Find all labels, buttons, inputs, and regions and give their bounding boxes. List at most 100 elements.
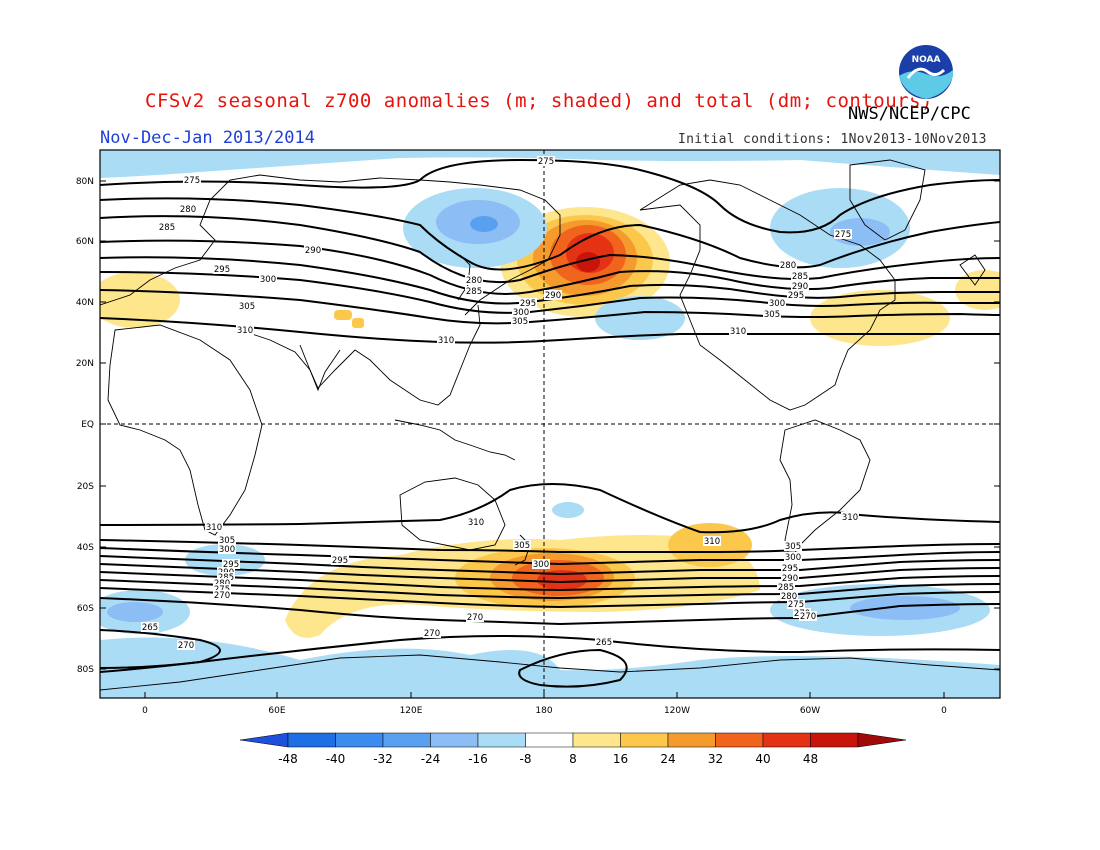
contour-label-bg xyxy=(158,222,176,232)
coast-europe xyxy=(100,174,561,316)
positive-anomaly-npacific-48 xyxy=(576,252,600,272)
contour-label: 305 xyxy=(239,302,255,312)
colorbar-label: -32 xyxy=(373,752,393,766)
contour-label: 285 xyxy=(778,583,794,593)
lat-tick-label: 40S xyxy=(77,543,94,553)
contour-label: 270 xyxy=(178,641,194,651)
contour-label-bg xyxy=(519,298,537,308)
coast-africa xyxy=(107,324,263,536)
contour-label: 310 xyxy=(206,523,222,533)
contour-label: 280 xyxy=(466,276,482,286)
contour-275 xyxy=(100,158,1000,234)
contour-s265 xyxy=(100,629,221,669)
contour-label: 270 xyxy=(800,612,816,622)
forecast-period: Nov-Dec-Jan 2013/2014 xyxy=(100,128,315,148)
contour-label-bg xyxy=(437,335,455,345)
contour-label: 300 xyxy=(260,275,276,285)
contour-label: 300 xyxy=(769,299,785,309)
negative-anomaly-arctic xyxy=(100,150,1000,178)
contour-label-bg xyxy=(768,298,786,308)
colorbar-label: 48 xyxy=(803,752,818,766)
lat-tick-label: 20N xyxy=(76,359,94,369)
lat-tick-label: 60S xyxy=(77,604,94,614)
contour-label: 310 xyxy=(704,537,720,547)
contour-label: 300 xyxy=(219,545,235,555)
colorbar-swatch xyxy=(810,732,859,748)
contour-label-bg xyxy=(511,316,529,326)
coast-antarctica xyxy=(100,654,1000,691)
latitude-axis: 80N 60N 40N 20N EQ 20S 40S 60S 80S xyxy=(76,177,1000,675)
colorbar-swatch xyxy=(572,732,621,748)
colorbar-label: -8 xyxy=(520,752,532,766)
colorbar-label: -48 xyxy=(278,752,298,766)
contour-label-bg xyxy=(213,584,231,594)
colorbar-label: 40 xyxy=(755,752,770,766)
lat-tick-label: 80N xyxy=(76,177,94,187)
contour-s265b xyxy=(518,648,628,688)
contour-label-bg xyxy=(841,512,859,522)
contour-label: 280 xyxy=(180,205,196,215)
coast-australia xyxy=(399,477,506,551)
contour-label: 265 xyxy=(142,623,158,633)
contour-label: 270 xyxy=(214,591,230,601)
contour-label: 285 xyxy=(792,272,808,282)
lat-tick-label: 80S xyxy=(77,665,94,675)
lon-tick-label: 60E xyxy=(268,706,285,716)
chart-title: CFSv2 seasonal z700 anomalies (m; shaded… xyxy=(145,90,933,112)
colorbar-swatch xyxy=(620,732,669,748)
positive-anomaly-atlantic xyxy=(810,290,950,346)
lon-tick-label: 60W xyxy=(800,706,820,716)
contour-label: 305 xyxy=(514,541,530,551)
coast-south-america xyxy=(779,419,871,562)
contour-label: 275 xyxy=(835,230,851,240)
contour-s270b xyxy=(100,635,1000,673)
lat-tick-label: 60N xyxy=(76,237,94,247)
contour-label-bg xyxy=(467,517,485,527)
contour-label-bg xyxy=(218,544,236,554)
contour-label-bg xyxy=(544,290,562,300)
contour-label: 300 xyxy=(785,553,801,563)
positive-anomaly-tibet-2 xyxy=(352,318,364,328)
contour-label: 295 xyxy=(332,556,348,566)
contour-label: 270 xyxy=(467,613,483,623)
contour-label-bg xyxy=(784,541,802,551)
contour-label-bg xyxy=(183,175,201,185)
contour-label-bg xyxy=(213,590,231,600)
contour-label: 290 xyxy=(305,246,321,256)
contour-label: 290 xyxy=(782,574,798,584)
contour-label: 295 xyxy=(788,291,804,301)
lat-tick-label: 40N xyxy=(76,298,94,308)
contour-s275 xyxy=(100,587,1000,609)
colorbar-right-arrow xyxy=(857,732,907,748)
contour-300 xyxy=(100,271,1000,314)
contour-label: 310 xyxy=(730,327,746,337)
contour-label: 295 xyxy=(223,560,239,570)
negative-anomaly-tasman xyxy=(552,502,584,518)
contour-label-bg xyxy=(781,573,799,583)
contour-label: 295 xyxy=(520,299,536,309)
contour-label-bg xyxy=(791,281,809,291)
contour-label: 310 xyxy=(468,518,484,528)
contour-s300 xyxy=(100,547,1000,566)
contour-label: 300 xyxy=(533,560,549,570)
contour-s305 xyxy=(100,539,1000,554)
coast-india xyxy=(299,344,341,392)
contour-295 xyxy=(100,256,1000,305)
colorbar-swatch xyxy=(430,732,479,748)
contour-label: 270 xyxy=(424,629,440,639)
contour-label-bg xyxy=(423,628,441,638)
contour-label-bg xyxy=(217,572,235,582)
lon-tick-label: 0 xyxy=(941,706,947,716)
contour-label-bg xyxy=(777,582,795,592)
coast-asia-south xyxy=(239,304,481,406)
contour-label: 310 xyxy=(842,513,858,523)
colorbar-swatch xyxy=(762,732,811,748)
colorbar-swatch xyxy=(335,732,384,748)
contour-label-bg xyxy=(763,309,781,319)
organization-label: NWS/NCEP/CPC xyxy=(848,104,971,124)
positive-anomaly-south-pacific-40 xyxy=(537,570,587,590)
contour-290 xyxy=(100,239,1000,295)
contour-s285 xyxy=(100,571,1000,592)
